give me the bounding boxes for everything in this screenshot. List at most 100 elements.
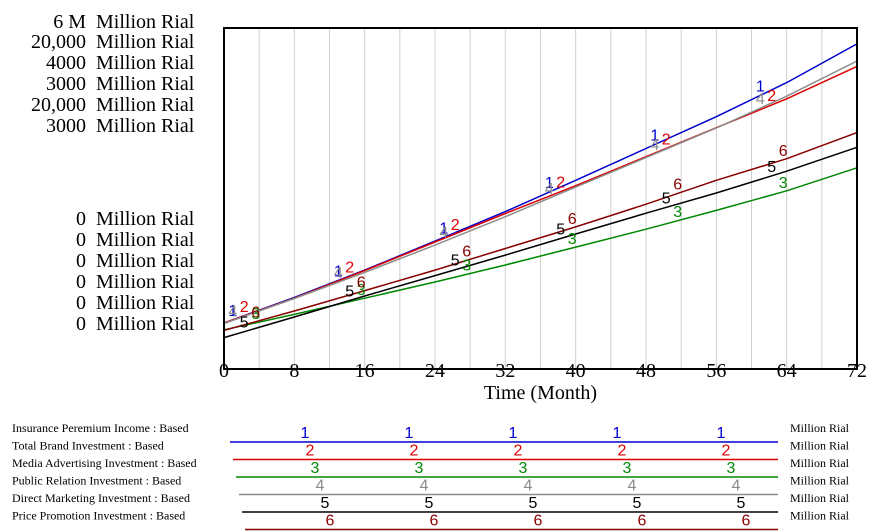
legend-unit: Million Rial [790, 439, 850, 453]
series-marker-2: 2 [240, 299, 249, 316]
y-axis-max-label: 20,000 [31, 94, 86, 116]
legend-unit: Million Rial [790, 474, 850, 488]
legend-label: Insurance Peremium Income : Based [12, 421, 189, 435]
legend-unit: Million Rial [790, 456, 850, 470]
y-axis-min-label: 0 [76, 313, 86, 335]
x-tick-label: 48 [636, 360, 656, 382]
series-line-5 [223, 146, 858, 339]
legend-marker-1: 1 [613, 425, 622, 442]
series-marker-2: 2 [345, 259, 354, 276]
x-tick-label: 56 [706, 360, 726, 382]
legend-unit: Million Rial [790, 421, 850, 435]
x-tick-labels: 0 8 16 24 32 40 48 56 64 72 [219, 360, 867, 382]
y-axis-max-label: 20,000 [31, 31, 86, 53]
y-axis-min-label: 0 [76, 250, 86, 272]
series-marker-5: 5 [451, 253, 460, 270]
series-line-2 [223, 65, 858, 324]
legend-marker-2: 2 [618, 443, 627, 460]
legend-marker-2: 2 [514, 443, 523, 460]
series-marker-3: 3 [251, 306, 260, 323]
series-marker-5: 5 [767, 159, 776, 176]
x-tick-label: 32 [495, 360, 515, 382]
y-axis-min-label: 0 [76, 292, 86, 314]
legend-marker-5: 5 [529, 495, 538, 512]
legend-marker-3: 3 [519, 460, 528, 477]
legend-marker-4: 4 [420, 478, 429, 495]
series-marker-6: 6 [779, 143, 788, 160]
x-tick-label: 0 [219, 360, 229, 382]
series-marker-1: 1 [439, 220, 448, 237]
x-tick-label: 40 [566, 360, 586, 382]
x-tick-label: 72 [847, 360, 867, 382]
x-axis-title: Time (Month) [484, 382, 597, 404]
series-marker-2: 2 [662, 131, 671, 148]
series-marker-3: 3 [673, 204, 682, 221]
series-marker-1: 1 [650, 128, 659, 145]
series-marker-6: 6 [251, 305, 260, 322]
series-marker-3: 3 [462, 257, 471, 274]
series-marker-6: 6 [462, 243, 471, 260]
legend: Insurance Peremium Income : Based 1 1 1 1 1 Mi… [12, 421, 850, 531]
series-marker-1: 1 [756, 78, 765, 95]
series-lines [223, 43, 858, 339]
legend-marker-2: 2 [722, 443, 731, 460]
legend-marker-3: 3 [727, 460, 736, 477]
y-axis-min-label: 0 [76, 271, 86, 293]
legend-marker-3: 3 [415, 460, 424, 477]
legend-marker-3: 3 [311, 460, 320, 477]
legend-label: Price Promotion Investment : Based [12, 509, 185, 523]
legend-marker-1: 1 [405, 425, 414, 442]
series-marker-3: 3 [568, 231, 577, 248]
series-marker-4: 4 [756, 91, 765, 108]
series-marker-2: 2 [767, 88, 776, 105]
series-marker-6: 6 [673, 176, 682, 193]
x-tick-label: 8 [289, 360, 299, 382]
legend-marker-4: 4 [524, 478, 533, 495]
y-axis-unit-label: Million Rial [96, 313, 195, 335]
series-marker-4: 4 [334, 265, 343, 282]
legend-marker-6: 6 [326, 513, 335, 530]
series-marker-6: 6 [357, 275, 366, 292]
y-axis-max-label: 4000 [46, 52, 86, 74]
legend-label: Media Advertising Investment : Based [12, 456, 197, 470]
series-marker-1: 1 [545, 175, 554, 192]
series-marker-2: 2 [556, 175, 565, 192]
legend-marker-3: 3 [623, 460, 632, 477]
y-axis-unit-label: Million Rial [96, 208, 195, 230]
legend-marker-2: 2 [306, 443, 315, 460]
legend-marker-6: 6 [430, 513, 439, 530]
legend-marker-5: 5 [737, 495, 746, 512]
legend-marker-1: 1 [301, 425, 310, 442]
series-marker-5: 5 [556, 221, 565, 238]
legend-marker-2: 2 [410, 443, 419, 460]
series-marker-1: 1 [334, 263, 343, 280]
legend-marker-6: 6 [638, 513, 647, 530]
legend-marker-5: 5 [633, 495, 642, 512]
series-marker-4: 4 [545, 181, 554, 198]
legend-marker-4: 4 [316, 478, 325, 495]
x-tick-label: 24 [425, 360, 445, 382]
series-marker-1: 1 [228, 303, 237, 320]
series-marker-5: 5 [345, 283, 354, 300]
legend-unit: Million Rial [790, 509, 850, 523]
series-line-4 [223, 60, 858, 325]
legend-marker-6: 6 [534, 513, 543, 530]
legend-marker-6: 6 [742, 513, 751, 530]
x-tick-label: 16 [355, 360, 375, 382]
series-marker-2: 2 [451, 217, 460, 234]
y-axis-min-label: 0 [76, 229, 86, 251]
y-axis-unit-label: Million Rial [96, 292, 195, 314]
x-tick-label: 64 [777, 360, 797, 382]
plot-frame [223, 27, 858, 370]
y-axis-max-label: 3000 [46, 115, 86, 137]
series-line-6 [223, 131, 858, 332]
legend-label: Public Relation Investment : Based [12, 474, 181, 488]
legend-unit: Million Rial [790, 491, 850, 505]
series-marker-4: 4 [650, 137, 659, 154]
y-axis-unit-label: Million Rial [96, 250, 195, 272]
y-axis-unit-label: Million Rial [96, 11, 195, 33]
legend-label: Direct Marketing Investment : Based [12, 491, 190, 505]
legend-marker-1: 1 [717, 425, 726, 442]
series-marker-3: 3 [357, 282, 366, 299]
